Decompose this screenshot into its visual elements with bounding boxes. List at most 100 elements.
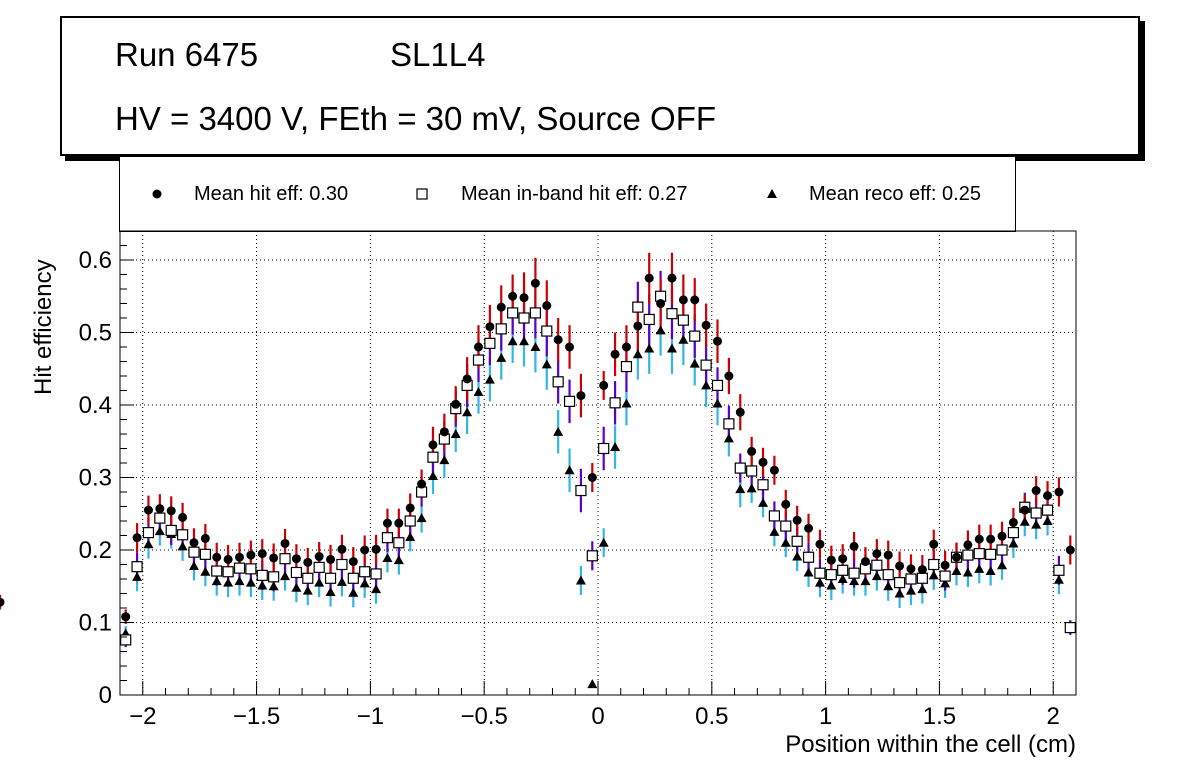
hit-eff-point — [143, 505, 153, 515]
hit-eff-point — [1043, 491, 1053, 501]
reco-eff-point — [871, 571, 882, 581]
hit-eff-point — [758, 457, 768, 467]
inband-eff-point — [427, 451, 439, 463]
reco-eff-point — [905, 585, 916, 595]
inband-eff-point — [1064, 621, 1076, 634]
hit-eff-point — [917, 565, 927, 575]
hit-eff-point — [804, 523, 814, 533]
hit-eff-point — [656, 299, 666, 308]
hit-eff-point — [792, 515, 802, 525]
y-tick-label: 0.2 — [79, 537, 112, 564]
hit-eff-point — [462, 374, 472, 384]
legend-entry-reco: Mean reco eff: 0.25 — [765, 183, 981, 206]
inband-eff-point — [131, 561, 143, 573]
reco-eff-point — [541, 359, 552, 369]
hit-eff-point — [838, 554, 848, 564]
inband-eff-point — [268, 571, 280, 583]
hit-eff-point — [644, 273, 654, 283]
inband-eff-point — [404, 515, 416, 527]
hit-eff-point — [132, 533, 142, 543]
x-axis-label: Position within the cell (cm) — [785, 731, 1076, 758]
reco-eff-point — [143, 539, 154, 549]
x-tick-label: 0.5 — [695, 703, 728, 730]
hit-eff-point — [155, 504, 165, 514]
reco-eff-point — [507, 336, 518, 346]
reco-eff-point — [712, 398, 723, 408]
reco-eff-point — [678, 334, 689, 344]
reco-eff-point — [473, 386, 484, 396]
hit-eff-point — [212, 552, 222, 562]
reco-eff-point — [280, 571, 291, 581]
reco-eff-point — [245, 577, 256, 587]
inband-eff-point — [233, 562, 246, 574]
hit-eff-point — [326, 554, 336, 564]
reco-eff-point — [416, 513, 427, 523]
reco-eff-point — [985, 566, 996, 576]
inband-eff-point — [336, 558, 348, 571]
reco-eff-point — [928, 570, 939, 580]
inband-eff-point — [518, 312, 530, 324]
inband-eff-point — [290, 566, 303, 579]
hit-eff-point — [860, 557, 870, 567]
reco-eff-point — [666, 343, 677, 353]
inband-eff-point — [643, 313, 655, 326]
hit-eff-point — [599, 380, 609, 390]
hit-eff-point — [303, 557, 313, 567]
hit-eff-point — [1054, 487, 1064, 497]
reco-eff-point — [632, 349, 643, 359]
reco-eff-point — [644, 343, 655, 353]
hit-eff-point — [337, 544, 347, 554]
reco-eff-point — [746, 483, 757, 493]
hit-eff-point — [895, 561, 905, 571]
inband-eff-point — [768, 510, 781, 522]
x-tick-label: 0 — [591, 703, 604, 730]
hit-eff-point — [701, 320, 711, 330]
inband-eff-point — [780, 520, 792, 532]
y-tick-label: 0.6 — [79, 247, 112, 274]
inband-eff-point — [802, 551, 815, 563]
hit-eff-point — [223, 554, 233, 564]
hit-eff-point — [952, 552, 961, 562]
reco-eff-point — [837, 574, 848, 583]
hit-eff-point — [553, 335, 563, 345]
reco-eff-point — [803, 567, 814, 577]
inband-eff-point — [529, 307, 542, 319]
reco-eff-point — [587, 679, 598, 689]
inband-eff-point — [552, 376, 564, 388]
legend-circle-marker — [152, 189, 162, 199]
reco-eff-point — [462, 407, 473, 417]
data-markers — [0, 273, 1076, 689]
hit-eff-point — [633, 321, 643, 331]
hit-eff-point — [314, 552, 324, 562]
reco-eff-point — [314, 577, 325, 587]
hit-eff-point — [280, 538, 290, 548]
hit-eff-point — [257, 549, 267, 559]
reco-eff-point — [200, 566, 211, 576]
hit-eff-point — [439, 427, 449, 437]
inband-eff-point — [1053, 564, 1065, 576]
reco-eff-point — [1019, 516, 1030, 526]
inband-eff-point — [495, 323, 507, 335]
conditions-label: HV = 3400 V, FEth = 30 mV, Source OFF — [115, 100, 717, 137]
inband-eff-point — [586, 550, 598, 562]
inband-eff-point — [472, 354, 485, 366]
x-tick-label: −0.5 — [460, 703, 507, 730]
reco-eff-point — [1053, 574, 1064, 584]
hit-eff-point — [508, 291, 518, 301]
inband-eff-point — [176, 529, 189, 541]
inband-eff-point — [313, 561, 325, 574]
hit-eff-point — [769, 465, 779, 475]
hit-eff-point — [235, 552, 244, 562]
hit-eff-point — [747, 446, 757, 456]
inband-eff-point — [996, 544, 1008, 556]
reco-eff-point — [951, 566, 962, 576]
hit-eff-point — [1008, 517, 1018, 527]
inband-eff-point — [985, 548, 997, 560]
reco-eff-point — [371, 584, 382, 594]
inband-eff-point — [939, 570, 951, 582]
inband-eff-point — [632, 301, 644, 313]
hit-eff-point — [621, 342, 631, 352]
inband-eff-point — [245, 563, 257, 575]
hit-eff-point — [530, 278, 540, 288]
inband-eff-point — [871, 559, 883, 571]
